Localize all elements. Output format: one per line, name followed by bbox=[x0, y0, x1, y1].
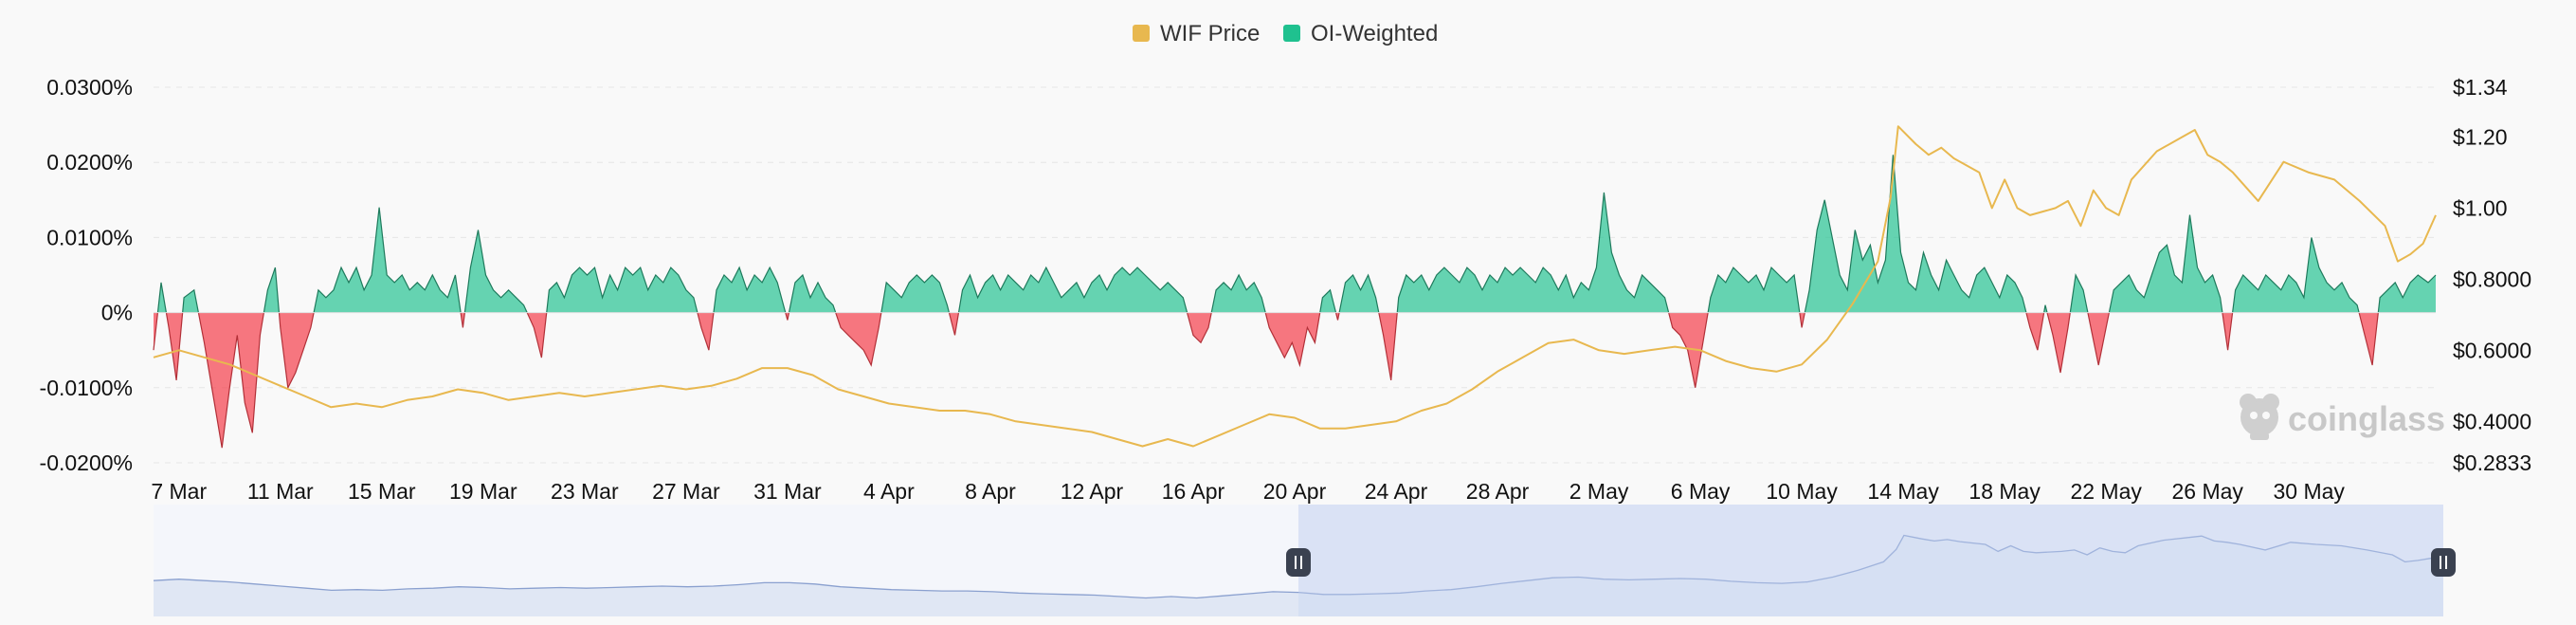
range-navigator[interactable] bbox=[153, 505, 2456, 616]
x-tick-label: 8 Apr bbox=[965, 479, 1016, 504]
navigator-left-handle[interactable] bbox=[1286, 548, 1311, 577]
legend-label-oi-weighted[interactable]: OI-Weighted bbox=[1311, 21, 1438, 46]
oi-weighted-area bbox=[153, 155, 2437, 449]
x-tick-label: 18 May bbox=[1968, 479, 2041, 504]
wif-price-path bbox=[153, 125, 2437, 448]
x-tick-label: 26 May bbox=[2171, 479, 2243, 504]
x-tick-label: 22 May bbox=[2070, 479, 2142, 504]
right-tick-label: $0.6000 bbox=[2453, 338, 2531, 362]
right-tick-label: $1.34 bbox=[2453, 75, 2508, 100]
x-tick-label: 28 Apr bbox=[1466, 479, 1530, 504]
x-tick-label: 7 Mar bbox=[151, 479, 207, 504]
grid-lines bbox=[154, 86, 2436, 464]
x-tick-label: 10 May bbox=[1766, 479, 1838, 504]
legend-label-wif-price[interactable]: WIF Price bbox=[1160, 21, 1260, 46]
navigator-right-handle[interactable] bbox=[2431, 548, 2456, 577]
x-tick-label: 2 May bbox=[1569, 479, 1629, 504]
navigator-mask bbox=[1298, 505, 2443, 616]
left-tick-label: 0.0100% bbox=[46, 225, 133, 249]
x-axis-ticks: 7 Mar 11 Mar 15 Mar 19 Mar 23 Mar 27 Mar 31 Ma… bbox=[151, 479, 2345, 504]
right-axis-ticks: $0.2833 $0.4000 $0.6000 $0.8000 $1.00 $1.20 $1… bbox=[2453, 75, 2531, 475]
left-tick-label: -0.0200% bbox=[40, 450, 133, 475]
legend-swatch-wif-price[interactable] bbox=[1133, 25, 1150, 42]
right-tick-label: $0.8000 bbox=[2453, 267, 2531, 291]
legend-swatch-oi-weighted[interactable] bbox=[1283, 25, 1300, 42]
x-tick-label: 23 Mar bbox=[551, 479, 619, 504]
x-tick-label: 11 Mar bbox=[247, 479, 314, 504]
positive-funding-area bbox=[154, 155, 2436, 313]
x-tick-label: 16 Apr bbox=[1162, 479, 1225, 504]
x-tick-label: 24 Apr bbox=[1365, 479, 1428, 504]
right-tick-label: $1.20 bbox=[2453, 124, 2508, 149]
x-tick-label: 12 Apr bbox=[1061, 479, 1124, 504]
coinglass-watermark: coinglass bbox=[2240, 394, 2445, 440]
left-tick-label: 0.0200% bbox=[46, 150, 133, 175]
left-axis-ticks: -0.0200% -0.0100% 0% 0.0100% 0.0200% 0.0300% bbox=[40, 75, 133, 475]
right-tick-label: $1.00 bbox=[2453, 195, 2508, 220]
x-tick-label: 19 Mar bbox=[449, 479, 517, 504]
x-tick-label: 4 Apr bbox=[863, 479, 915, 504]
x-tick-label: 6 May bbox=[1671, 479, 1731, 504]
wif-price-line bbox=[153, 125, 2437, 448]
negative-funding-line bbox=[153, 312, 2379, 449]
x-tick-label: 15 Mar bbox=[348, 479, 416, 504]
right-tick-label: $0.2833 bbox=[2453, 450, 2531, 475]
x-tick-label: 14 May bbox=[1867, 479, 1939, 504]
coinglass-logo-icon bbox=[2240, 394, 2279, 440]
left-tick-label: 0% bbox=[101, 301, 133, 325]
navigator-series-line bbox=[153, 534, 2444, 599]
x-tick-label: 27 Mar bbox=[652, 479, 720, 504]
navigator-series-area bbox=[154, 535, 2443, 616]
x-tick-label: 20 Apr bbox=[1263, 479, 1327, 504]
x-tick-label: 31 Mar bbox=[753, 479, 822, 504]
legend: WIF Price OI-Weighted bbox=[1133, 21, 1438, 46]
left-tick-label: -0.0100% bbox=[40, 376, 133, 400]
watermark-text: coinglass bbox=[2288, 399, 2445, 438]
x-tick-label: 30 May bbox=[2274, 479, 2346, 504]
left-tick-label: 0.0300% bbox=[46, 75, 133, 100]
right-tick-label: $0.4000 bbox=[2453, 409, 2531, 433]
